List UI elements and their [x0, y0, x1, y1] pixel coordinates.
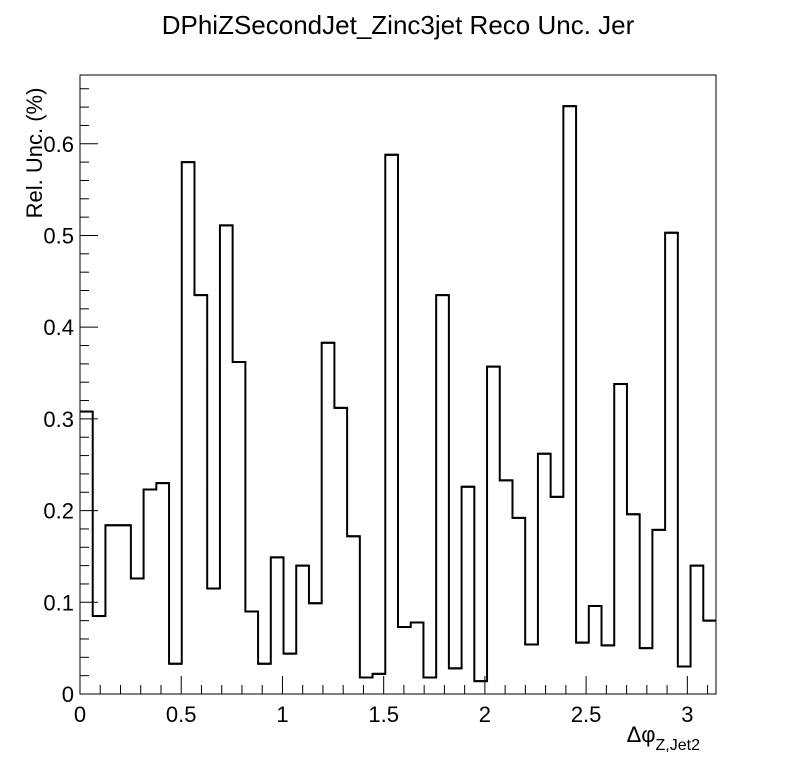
y-tick-label: 0.1: [43, 590, 74, 615]
x-tick-label: 0.5: [166, 702, 197, 727]
histogram-bins: [80, 105, 716, 683]
y-tick-label: 0.5: [43, 223, 74, 248]
x-axis-title: ΔφZ,Jet2: [627, 722, 701, 754]
y-tick-label: 0.4: [43, 315, 74, 340]
y-tick-label: 0: [62, 682, 74, 707]
plot-frame: [79, 74, 717, 695]
x-axis: 0 0.5 1 1.5 2 2.5 3: [74, 676, 709, 727]
y-axis: 0 0.1 0.2 0.3 0.4 0.5 0.6: [43, 88, 98, 707]
x-tick-label: 0: [74, 702, 86, 727]
y-axis-label: Rel. Unc. (%): [22, 88, 47, 219]
x-tick-label: 2.5: [571, 702, 602, 727]
y-tick-label: 0.3: [43, 407, 74, 432]
y-tick-label: 0.6: [43, 132, 74, 157]
x-tick-label: 1.5: [368, 702, 399, 727]
x-axis-title-main: Δφ: [627, 722, 656, 747]
x-tick-label: 2: [479, 702, 491, 727]
chart-title: DPhiZSecondJet_Zinc3jet Reco Unc. Jer: [162, 10, 635, 40]
x-axis-title-sub: Z,Jet2: [656, 737, 701, 754]
x-tick-label: 3: [681, 702, 693, 727]
y-axis-title: Rel. Unc. (%): [22, 88, 47, 219]
y-tick-label: 0.2: [43, 499, 74, 524]
x-tick-label: 1: [276, 702, 288, 727]
